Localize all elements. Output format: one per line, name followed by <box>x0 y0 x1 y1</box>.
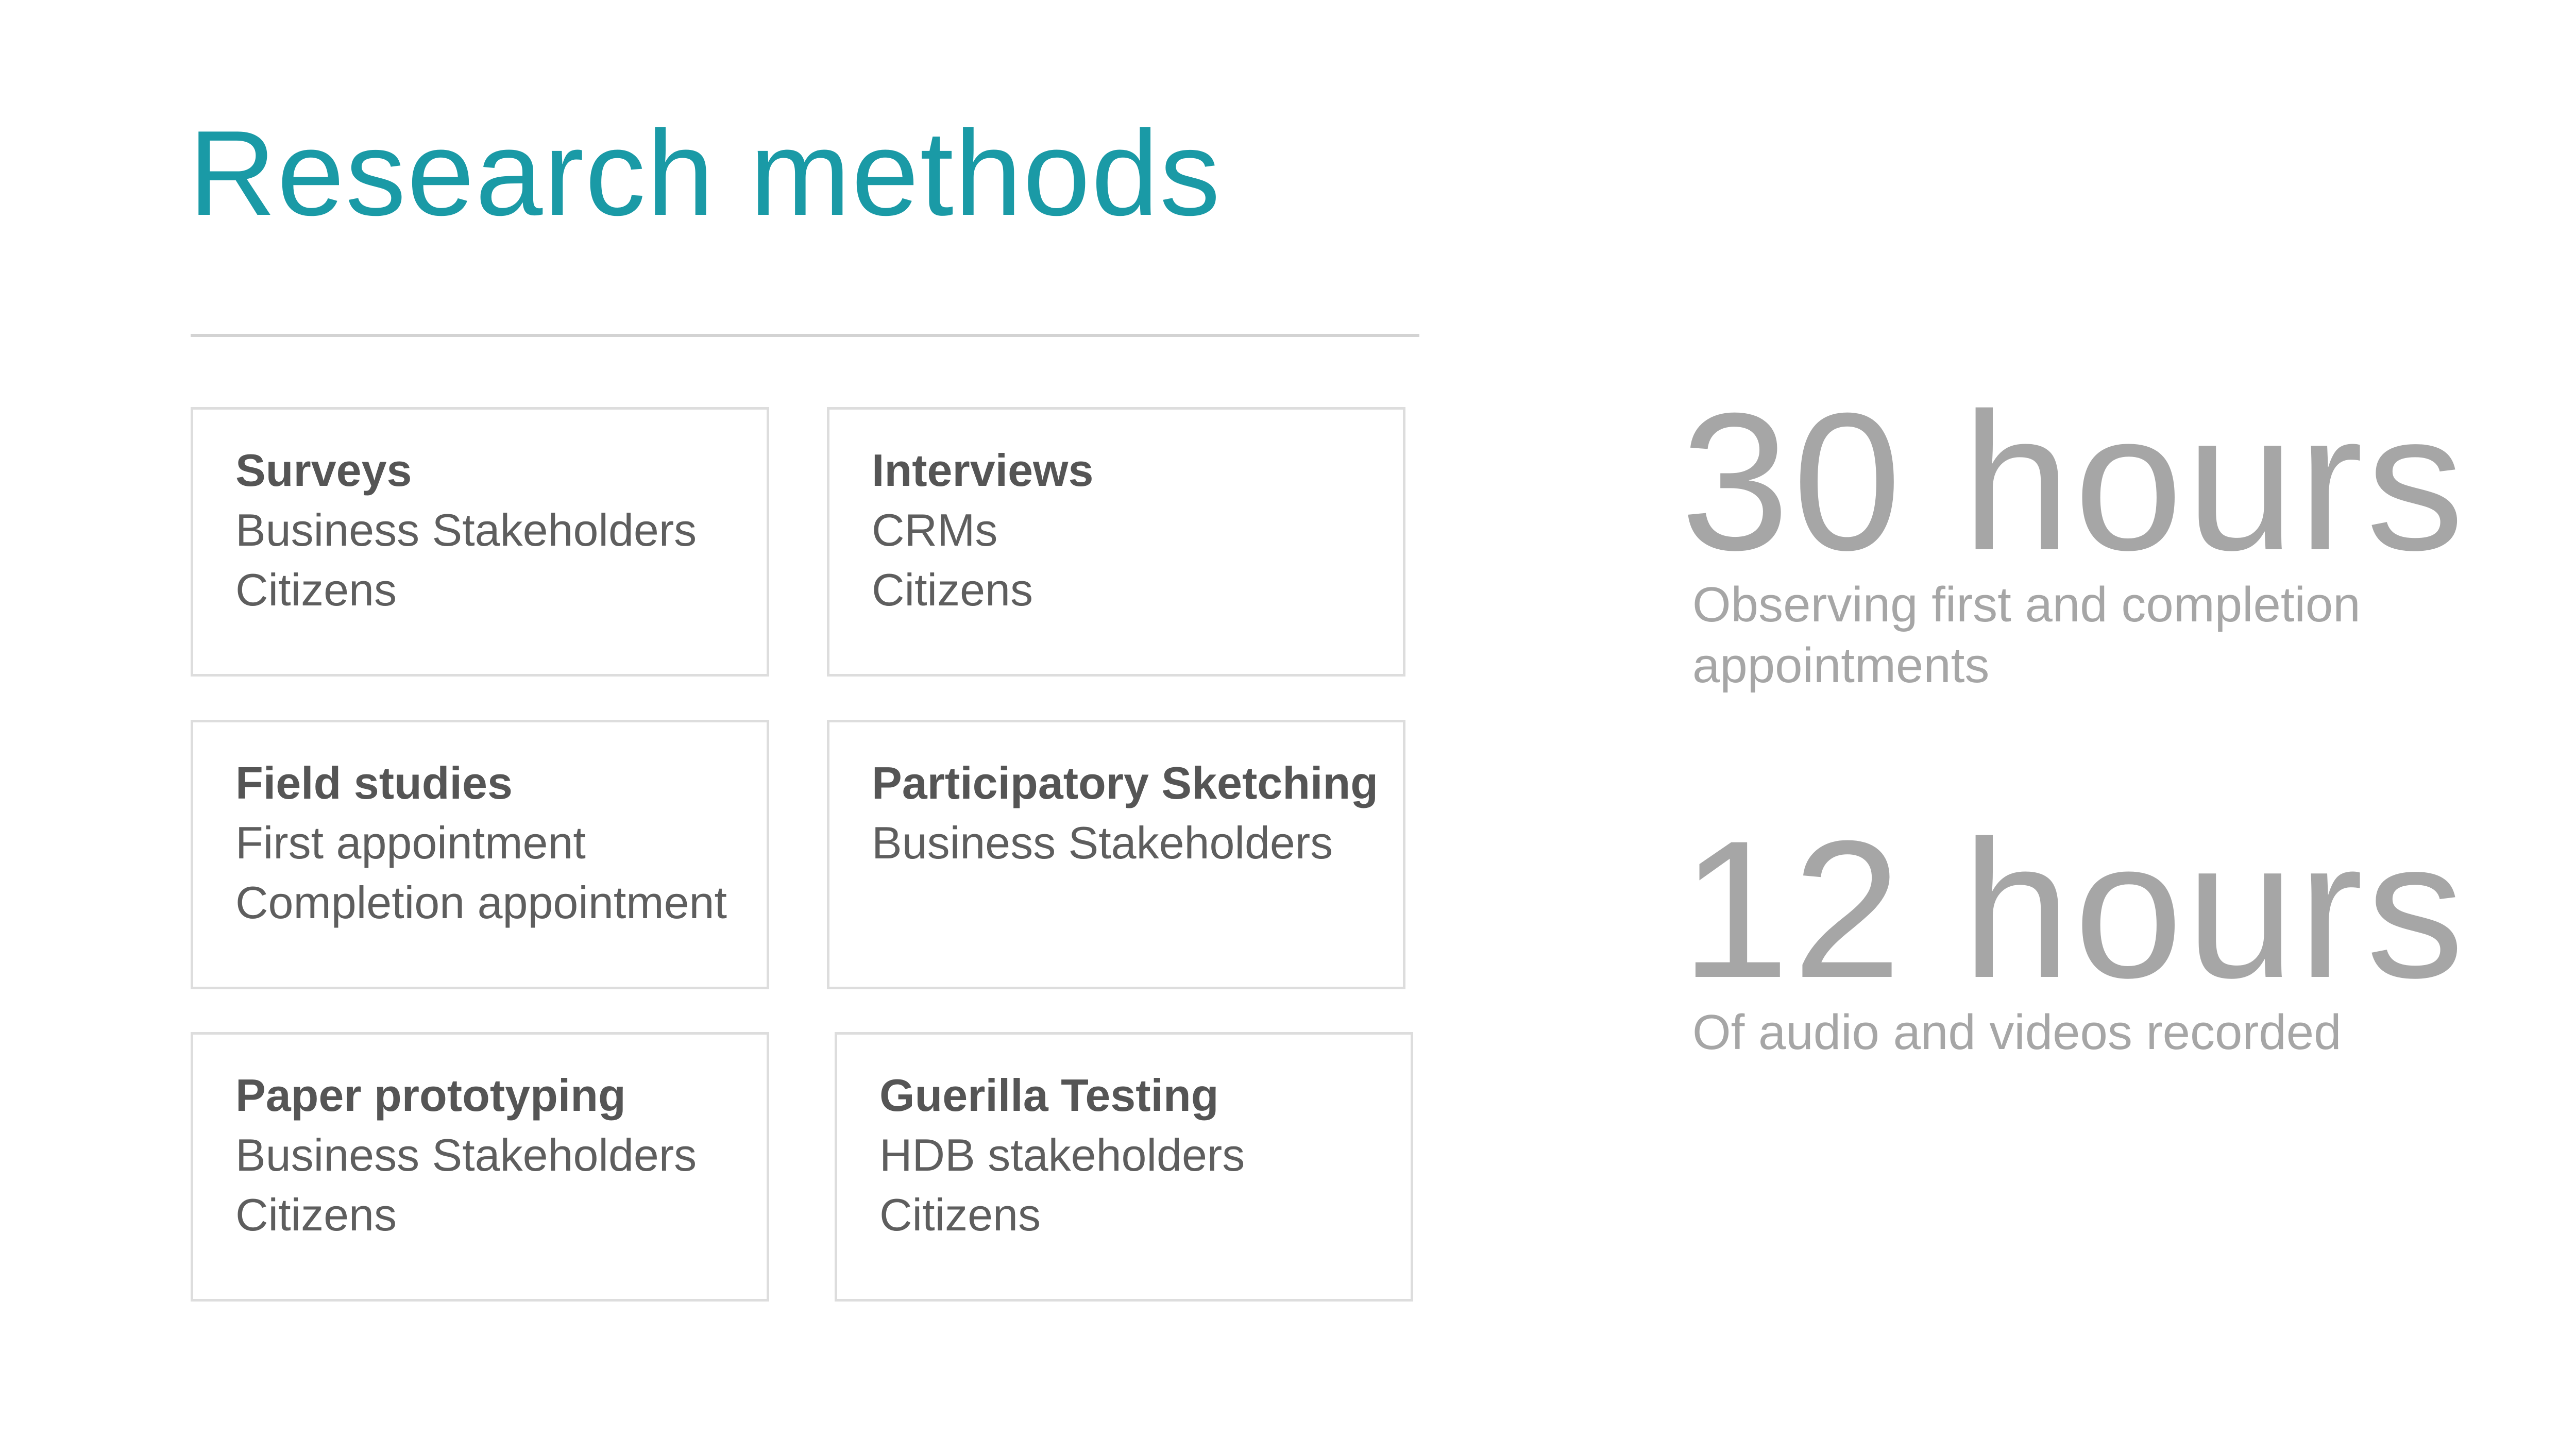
method-card-title: Surveys <box>235 445 412 496</box>
method-card-line: Citizens <box>235 1189 397 1240</box>
method-card-title: Guerilla Testing <box>879 1070 1219 1121</box>
stat-caption-line: appointments <box>1692 638 1990 693</box>
method-card-line: Citizens <box>872 564 1033 615</box>
method-card-line: Citizens <box>879 1189 1041 1240</box>
method-card-line: Business Stakeholders <box>235 1129 697 1180</box>
method-card-line: HDB stakeholders <box>879 1129 1245 1180</box>
stat-value-recorded-hours: 12 hours <box>1681 800 2467 1019</box>
page-title: Research methods <box>189 105 1222 241</box>
stat-caption-line: Observing first and completion <box>1692 577 2361 632</box>
method-card-paper-prototyping: Paper prototyping Business Stakeholders … <box>191 1032 769 1302</box>
stat-caption-line: Of audio and videos recorded <box>1692 1005 2342 1060</box>
method-card-line: CRMs <box>872 504 998 555</box>
title-divider <box>191 334 1419 337</box>
method-card-guerilla-testing: Guerilla Testing HDB stakeholders Citize… <box>835 1032 1413 1302</box>
method-card-title: Paper prototyping <box>235 1070 626 1121</box>
method-card-title: Participatory Sketching <box>872 757 1378 808</box>
stat-caption-observation: Observing first and completion appointme… <box>1692 575 2576 696</box>
method-card-line: Business Stakeholders <box>235 504 697 555</box>
method-card-title: Field studies <box>235 757 513 808</box>
method-card-title: Interviews <box>872 445 1094 496</box>
method-card-field-studies: Field studies First appointment Completi… <box>191 720 769 989</box>
method-card-line: Business Stakeholders <box>872 817 1333 868</box>
method-card-interviews: Interviews CRMs Citizens <box>827 407 1405 677</box>
method-card-surveys: Surveys Business Stakeholders Citizens <box>191 407 769 677</box>
method-card-participatory-sketching: Participatory Sketching Business Stakeho… <box>827 720 1405 989</box>
method-card-line: First appointment <box>235 817 586 868</box>
method-card-line: Citizens <box>235 564 397 615</box>
stat-value-observation-hours: 30 hours <box>1681 372 2467 591</box>
method-card-line: Completion appointment <box>235 877 727 928</box>
stat-caption-recorded: Of audio and videos recorded <box>1692 1002 2576 1063</box>
